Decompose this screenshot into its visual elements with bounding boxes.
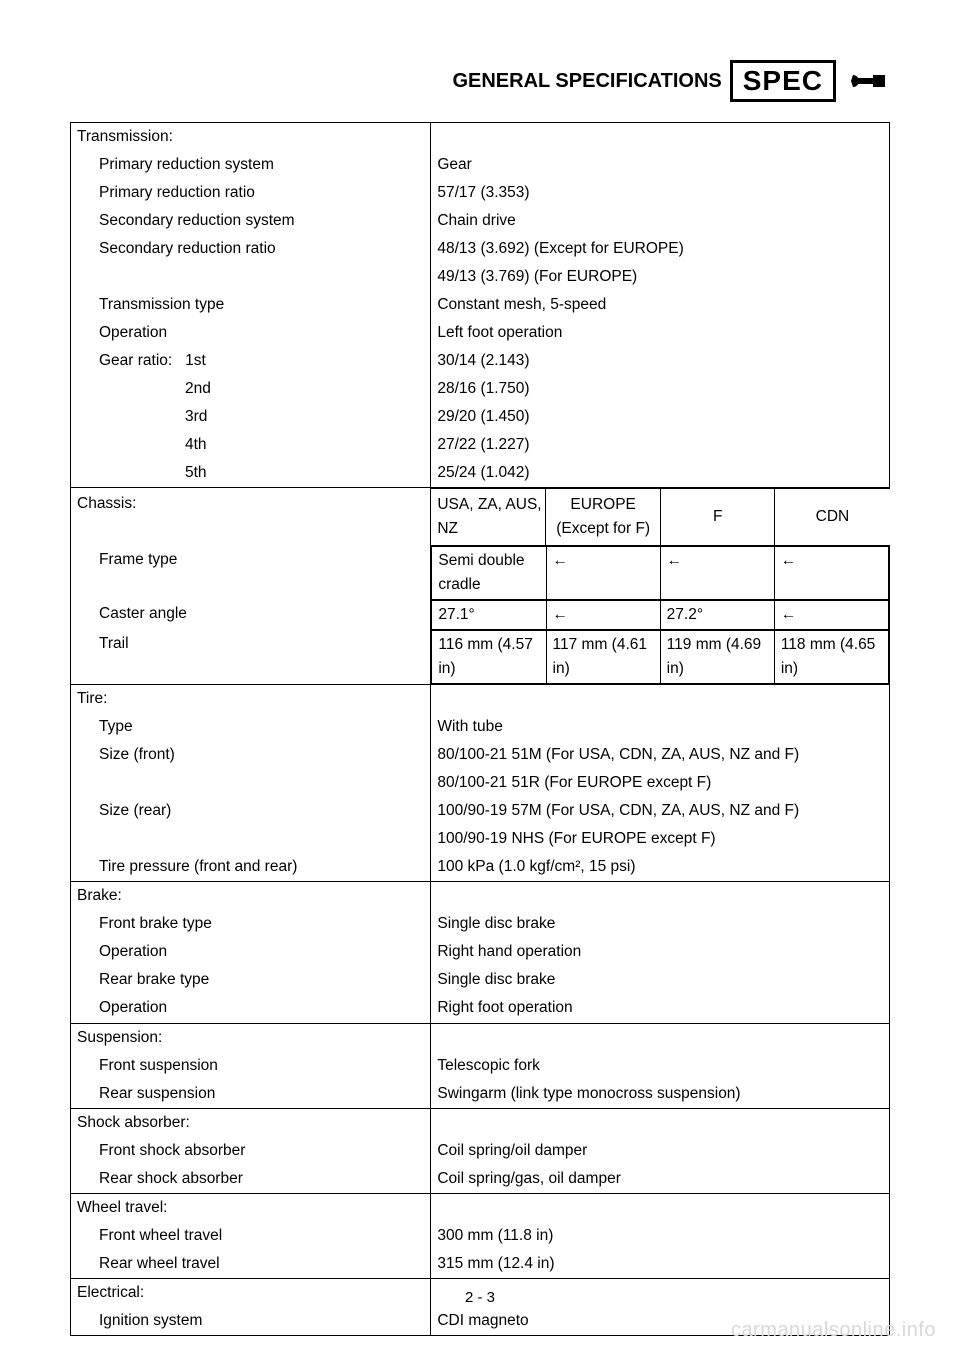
- row-value: Left foot operation: [431, 319, 890, 347]
- row-value: 100/90-19 NHS (For EUROPE except F): [431, 825, 890, 853]
- row-value: Single disc brake: [431, 966, 890, 994]
- cell: 27.1°: [432, 601, 546, 630]
- row-value: Right foot operation: [431, 994, 890, 1023]
- row-value: Coil spring/gas, oil damper: [431, 1165, 890, 1194]
- cell: ←: [774, 601, 888, 630]
- gear-n: 2nd: [77, 380, 211, 397]
- row-value: Single disc brake: [431, 910, 890, 938]
- row-label: Secondary reduction system: [77, 212, 295, 229]
- chassis-col: EUROPE (Except for F): [546, 489, 661, 546]
- row-value: Chain drive: [431, 207, 890, 235]
- row-label: Rear shock absorber: [77, 1170, 243, 1187]
- row-value: With tube: [431, 713, 890, 741]
- page-number: 2 - 3: [0, 1289, 960, 1306]
- chassis-col: CDN: [775, 489, 890, 546]
- row-value: Right hand operation: [431, 938, 890, 966]
- row-label: Transmission type: [77, 296, 224, 313]
- gear-v: 30/14 (2.143): [431, 347, 890, 375]
- cell: 117 mm (4.61 in): [546, 631, 660, 684]
- row-label: Size (rear): [77, 802, 171, 819]
- section-heading: Suspension:: [71, 1023, 431, 1052]
- cell: 27.2°: [660, 601, 774, 630]
- row-value: 100 kPa (1.0 kgf/cm², 15 psi): [431, 853, 890, 882]
- row-label: Front wheel travel: [77, 1227, 222, 1244]
- row-label: Trail: [77, 635, 129, 652]
- section-heading: Brake:: [71, 882, 431, 911]
- row-label: Tire pressure (front and rear): [77, 858, 297, 875]
- row-value: 80/100-21 51M (For USA, CDN, ZA, AUS, NZ…: [431, 741, 890, 769]
- row-label: Rear wheel travel: [77, 1255, 220, 1272]
- row-value: 100/90-19 57M (For USA, CDN, ZA, AUS, NZ…: [431, 797, 890, 825]
- row-value: 80/100-21 51R (For EUROPE except F): [431, 769, 890, 797]
- gear-n: 5th: [77, 464, 207, 481]
- row-value: Coil spring/oil damper: [431, 1137, 890, 1165]
- cell: Semi double cradle: [432, 547, 546, 600]
- row-label: Frame type: [77, 551, 177, 568]
- row-label: Size (front): [77, 746, 175, 763]
- chassis-col: USA, ZA, AUS, NZ: [431, 489, 546, 546]
- spec-table: Transmission: Primary reduction system Ge…: [70, 122, 890, 1336]
- row-label: Caster angle: [77, 605, 187, 622]
- section-heading: Wheel travel:: [71, 1193, 431, 1222]
- watermark: carmanualsonline.info: [731, 1319, 936, 1342]
- section-heading: Chassis:: [71, 488, 431, 547]
- gear-v: 29/20 (1.450): [431, 403, 890, 431]
- gear-v: 25/24 (1.042): [431, 459, 890, 488]
- section-heading: Transmission:: [71, 123, 431, 152]
- row-value: 48/13 (3.692) (Except for EUROPE): [431, 235, 890, 263]
- cell: ←: [774, 547, 888, 600]
- section-heading: Tire:: [71, 685, 431, 714]
- cell: 118 mm (4.65 in): [774, 631, 888, 684]
- row-value: 300 mm (11.8 in): [431, 1222, 890, 1250]
- gear-n: 4th: [77, 436, 207, 453]
- row-value: Telescopic fork: [431, 1052, 890, 1080]
- row-label: Primary reduction system: [77, 156, 274, 173]
- row-value: Gear: [431, 151, 890, 179]
- row-label: Rear brake type: [77, 971, 209, 988]
- row-value: Constant mesh, 5-speed: [431, 291, 890, 319]
- row-value: Swingarm (link type monocross suspension…: [431, 1080, 890, 1109]
- page: GENERAL SPECIFICATIONS SPEC Transmission…: [0, 0, 960, 1358]
- row-label: Front suspension: [77, 1057, 218, 1074]
- section-heading: Shock absorber:: [71, 1108, 431, 1137]
- page-title: GENERAL SPECIFICATIONS: [452, 70, 721, 93]
- gear-n: 3rd: [77, 408, 207, 425]
- row-label: Primary reduction ratio: [77, 184, 255, 201]
- row-label: Front brake type: [77, 915, 212, 932]
- chassis-col: F: [660, 489, 775, 546]
- row-label: Secondary reduction ratio: [77, 240, 276, 257]
- gear-v: 27/22 (1.227): [431, 431, 890, 459]
- cell: 119 mm (4.69 in): [660, 631, 774, 684]
- row-label: Rear suspension: [77, 1085, 215, 1102]
- row-value: 57/17 (3.353): [431, 179, 890, 207]
- wrench-icon: [844, 61, 890, 101]
- row-value: 49/13 (3.769) (For EUROPE): [431, 263, 890, 291]
- gear-label: Gear ratio:: [77, 352, 172, 369]
- gear-n: 1st: [185, 352, 206, 369]
- row-label: Ignition system: [77, 1312, 202, 1329]
- row-label: Operation: [77, 943, 167, 960]
- gear-v: 28/16 (1.750): [431, 375, 890, 403]
- row-label: Front shock absorber: [77, 1142, 245, 1159]
- cell: ←: [546, 547, 660, 600]
- row-label: Type: [77, 718, 133, 735]
- cell: 116 mm (4.57 in): [432, 631, 546, 684]
- spec-badge: SPEC: [730, 60, 836, 102]
- header: GENERAL SPECIFICATIONS SPEC: [70, 60, 890, 102]
- row-value: 315 mm (12.4 in): [431, 1250, 890, 1279]
- row-label: Operation: [77, 999, 167, 1016]
- cell: ←: [546, 601, 660, 630]
- row-label: Operation: [77, 324, 167, 341]
- cell: ←: [660, 547, 774, 600]
